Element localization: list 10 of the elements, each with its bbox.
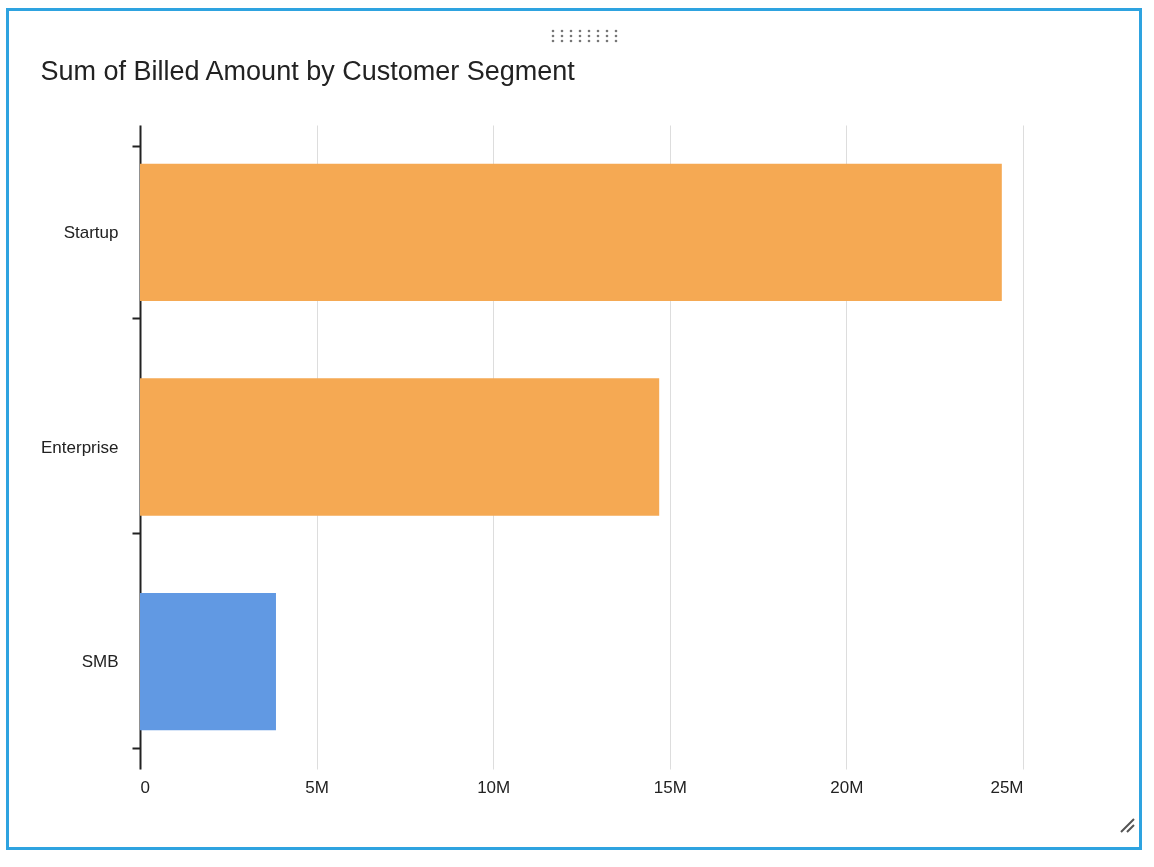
x-tick-label: 15M xyxy=(653,777,687,797)
x-tick-label: 0 xyxy=(140,777,150,797)
x-tick-label: 10M xyxy=(477,777,511,797)
chart-title: Sum of Billed Amount by Customer Segment xyxy=(40,56,576,86)
y-tick-label: SMB xyxy=(81,652,119,672)
y-tick-label: Enterprise xyxy=(41,437,119,457)
x-tick-label: 20M xyxy=(830,777,864,797)
y-tick-label: Startup xyxy=(63,222,119,242)
x-tick-label: 5M xyxy=(305,777,329,797)
x-tick-label: 25M xyxy=(990,777,1024,797)
